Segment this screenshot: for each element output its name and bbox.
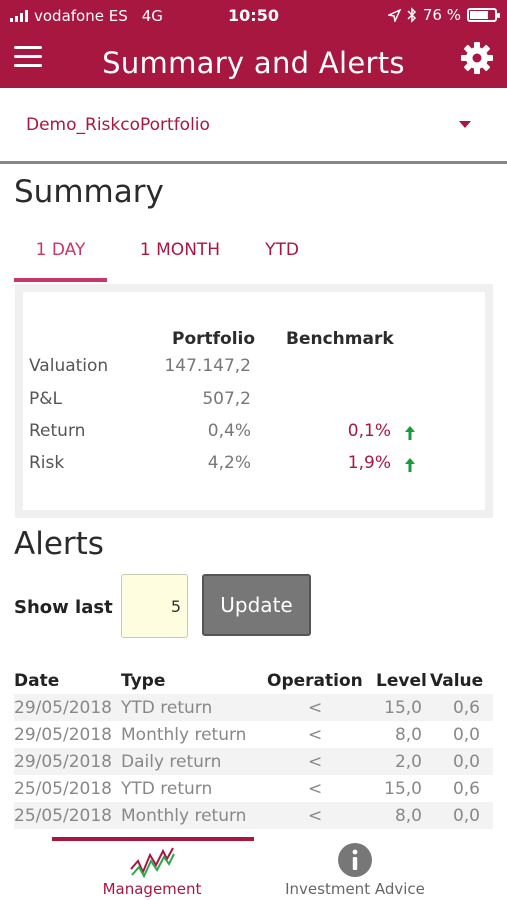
chevron-down-icon <box>459 121 471 128</box>
table-row[interactable]: 29/05/2018 Monthly return < 8,0 0,0 <box>14 721 493 748</box>
alert-operation: < <box>308 752 323 772</box>
column-header-benchmark: Benchmark <box>286 329 394 349</box>
alert-level: 8,0 <box>394 806 422 826</box>
benchmark-risk: 1,9% <box>347 453 391 473</box>
alert-date: 29/05/2018 <box>14 698 112 718</box>
column-header-type: Type <box>121 671 166 691</box>
nav-label-investment-advice: Investment Advice <box>285 880 425 898</box>
row-label-return: Return <box>29 421 86 441</box>
alert-count-input[interactable] <box>121 574 188 638</box>
gear-icon <box>461 42 493 74</box>
column-header-date: Date <box>14 671 60 691</box>
active-tab-indicator <box>52 837 254 841</box>
up-arrow-icon <box>405 458 415 472</box>
row-label-valuation: Valuation <box>29 356 109 376</box>
alert-type: YTD return <box>121 779 213 799</box>
column-header-operation: Operation <box>267 671 363 691</box>
alert-type: Daily return <box>121 752 222 772</box>
column-header-level: Level <box>376 671 427 691</box>
column-header-portfolio: Portfolio <box>172 329 256 349</box>
up-arrow-icon <box>405 426 415 440</box>
battery-icon <box>467 8 500 22</box>
nav-management[interactable]: Management <box>92 840 212 900</box>
alert-operation: < <box>308 779 323 799</box>
show-last-label: Show last <box>14 597 113 618</box>
alert-date: 29/05/2018 <box>14 752 112 772</box>
row-label-risk: Risk <box>29 453 65 473</box>
bluetooth-icon <box>407 7 416 23</box>
nav-investment-advice[interactable]: Investment Advice <box>275 840 435 900</box>
tab-ytd[interactable]: YTD <box>254 232 310 282</box>
alert-level: 2,0 <box>394 752 422 772</box>
table-row[interactable]: 25/05/2018 Monthly return < 8,0 0,0 <box>14 802 493 829</box>
summary-title: Summary <box>14 174 164 210</box>
alert-date: 25/05/2018 <box>14 779 112 799</box>
summary-table: Portfolio Benchmark Valuation 147.147,2 … <box>23 292 485 510</box>
alert-date: 25/05/2018 <box>14 806 112 826</box>
signal-icon <box>10 10 28 22</box>
status-bar: vodafone ES 4G 10:50 76 % <box>0 0 507 32</box>
alert-type: Monthly return <box>121 725 247 745</box>
alert-type: Monthly return <box>121 806 247 826</box>
alert-value: 0,0 <box>452 806 480 826</box>
portfolio-valuation: 147.147,2 <box>164 356 251 376</box>
alert-value: 0,6 <box>452 698 480 718</box>
alert-value: 0,0 <box>452 752 480 772</box>
nav-label-management: Management <box>102 880 202 898</box>
tab-1-month[interactable]: 1 MONTH <box>121 232 239 282</box>
settings-button[interactable] <box>459 40 495 76</box>
status-left: vodafone ES 4G <box>10 7 163 25</box>
alert-value: 0,0 <box>452 725 480 745</box>
alert-date: 29/05/2018 <box>14 725 112 745</box>
alert-operation: < <box>308 725 323 745</box>
table-row[interactable]: 25/05/2018 YTD return < 15,0 0,6 <box>14 775 493 802</box>
network-type: 4G <box>141 7 163 25</box>
alert-level: 15,0 <box>384 779 422 799</box>
alerts-title: Alerts <box>14 526 104 562</box>
alert-level: 8,0 <box>394 725 422 745</box>
table-row[interactable]: 29/05/2018 Daily return < 2,0 0,0 <box>14 748 493 775</box>
tab-label: 1 DAY <box>35 240 86 260</box>
benchmark-return: 0,1% <box>347 421 391 441</box>
portfolio-return: 0,4% <box>207 421 251 441</box>
status-time: 10:50 <box>228 6 279 25</box>
column-header-value: Value <box>430 671 484 691</box>
hamburger-menu-icon <box>14 46 42 67</box>
chart-trend-icon <box>130 847 175 879</box>
alert-operation: < <box>308 806 323 826</box>
update-button[interactable]: Update <box>202 574 311 636</box>
tab-label: 1 MONTH <box>139 240 221 260</box>
bottom-nav: Management Investment Advice <box>0 830 507 900</box>
app-header: vodafone ES 4G 10:50 76 % Summary and Al… <box>0 0 507 88</box>
portfolio-pnl: 507,2 <box>202 389 251 409</box>
status-right: 76 % <box>387 6 500 24</box>
alert-value: 0,6 <box>452 779 480 799</box>
tab-1-day[interactable]: 1 DAY <box>14 232 107 282</box>
summary-card: Portfolio Benchmark Valuation 147.147,2 … <box>15 284 493 518</box>
tab-label: YTD <box>265 240 299 260</box>
alert-level: 15,0 <box>384 698 422 718</box>
alert-type: YTD return <box>121 698 213 718</box>
location-icon <box>387 8 401 22</box>
alert-operation: < <box>308 698 323 718</box>
portfolio-name: Demo_RiskcoPortfolio <box>26 115 210 135</box>
carrier-name: vodafone ES <box>34 7 128 25</box>
battery-percent: 76 % <box>422 6 461 24</box>
portfolio-risk: 4,2% <box>207 453 251 473</box>
menu-button[interactable] <box>14 46 42 68</box>
row-label-pnl: P&L <box>29 389 62 409</box>
info-icon <box>338 843 372 877</box>
table-row[interactable]: 29/05/2018 YTD return < 15,0 0,6 <box>14 694 493 721</box>
page-title: Summary and Alerts <box>102 46 405 80</box>
portfolio-selector[interactable]: Demo_RiskcoPortfolio <box>0 88 507 164</box>
